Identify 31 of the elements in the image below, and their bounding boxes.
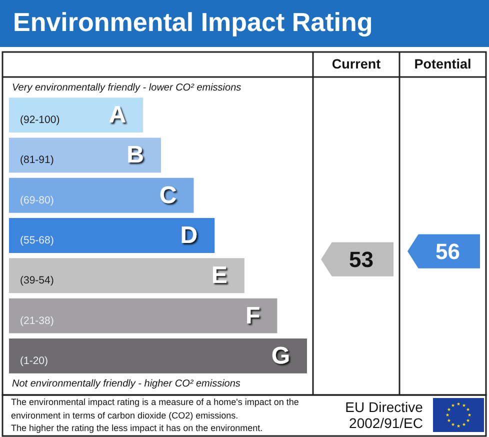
text: The higher the rating the less impact it has on the environment. bbox=[11, 423, 263, 433]
category-label: Current bbox=[332, 56, 382, 72]
bar bbox=[9, 98, 144, 133]
bar bbox=[9, 138, 161, 173]
text: Very environmentally friendly - lower CO² emissions bbox=[12, 82, 242, 94]
text: The environmental impact rating is a measure of a home's impact on the environment in terms of carbon dioxide (CO2) emissions. bbox=[11, 396, 302, 420]
y-tick-label: C bbox=[159, 182, 177, 209]
annotation: (21-38) bbox=[20, 314, 54, 327]
bar bbox=[9, 298, 278, 334]
y-tick-label: F bbox=[246, 302, 260, 330]
chart-title: Environmental Impact Rating bbox=[13, 7, 373, 37]
annotation: (39-54) bbox=[20, 274, 54, 287]
annotation: (69-80) bbox=[20, 194, 54, 206]
text: Not environmentally friendly - higher CO² emissions bbox=[12, 378, 240, 390]
data-label: 56 bbox=[436, 238, 460, 264]
annotation: (55-68) bbox=[20, 234, 54, 246]
annotation: (81-91) bbox=[20, 154, 54, 166]
category-label: Potential bbox=[414, 56, 472, 72]
data-label: 53 bbox=[349, 246, 374, 272]
y-tick-label: B bbox=[126, 142, 144, 169]
bar bbox=[9, 218, 215, 253]
bar bbox=[9, 338, 307, 374]
y-tick-label: A bbox=[108, 102, 126, 129]
annotation: (92-100) bbox=[20, 114, 60, 126]
bar bbox=[9, 178, 194, 213]
y-tick-label: D bbox=[180, 222, 198, 249]
annotation: (1-20) bbox=[20, 354, 48, 367]
y-tick-label: E bbox=[211, 262, 228, 290]
text: EU Directive 2002/91/EC bbox=[345, 399, 427, 431]
bar bbox=[9, 258, 244, 294]
y-tick-label: G bbox=[271, 342, 290, 370]
